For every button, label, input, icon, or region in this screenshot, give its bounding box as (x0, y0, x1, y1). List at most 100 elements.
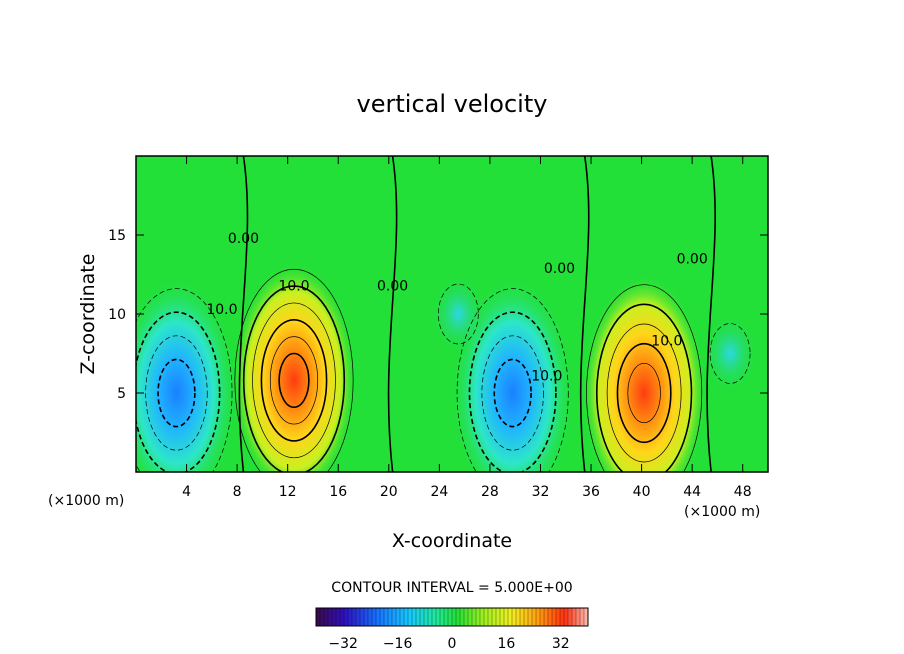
colorbar-tick-label: 32 (552, 636, 570, 652)
colorbar-cell (547, 607, 553, 627)
colorbar-cell (467, 607, 473, 627)
contour-label: 10.0 (278, 278, 309, 294)
contour-label: 0.00 (228, 231, 259, 247)
colorbar-cell (395, 607, 401, 627)
x-tick-label: 16 (329, 484, 347, 500)
colorbar-cell (355, 607, 361, 627)
colorbar-cell (515, 607, 521, 627)
colorbar-cell (519, 607, 525, 627)
colorbar-cell (539, 607, 545, 627)
colorbar-ticks: −32 −16 0 16 32 (328, 636, 569, 652)
colorbar-cell (335, 607, 341, 627)
colorbar-cell (435, 607, 441, 627)
contour-positive (606, 323, 682, 463)
colorbar-cell (499, 607, 505, 627)
colorbar-cell (479, 607, 485, 627)
colorbar-cell (363, 607, 369, 627)
x-tick-label: 48 (734, 484, 752, 500)
colorbar-tick-label: −32 (328, 636, 358, 652)
colorbar-cell (531, 607, 537, 627)
field-extremum (136, 275, 239, 472)
y-tick-label: 5 (117, 386, 126, 402)
x-tick-label: 24 (430, 484, 448, 500)
colorbar-cell (359, 607, 365, 627)
y-axis-label: Z-coordinate (77, 254, 99, 375)
colorbar-cell (371, 607, 377, 627)
colorbar-cell (459, 607, 465, 627)
y-tick-label: 15 (108, 228, 126, 244)
contour-negative (709, 323, 751, 384)
x-tick-label: 28 (481, 484, 499, 500)
contour-negative (481, 335, 544, 451)
colorbar-cell (487, 607, 493, 627)
contour-positive (627, 362, 661, 424)
field-extremum (702, 313, 759, 394)
colorbar-cell (407, 607, 413, 627)
colorbar-cell (507, 607, 513, 627)
contour-positive (278, 352, 310, 409)
x-tick-label: 40 (633, 484, 651, 500)
colorbar (315, 607, 589, 627)
colorbar-cell (423, 607, 429, 627)
contour-zero (387, 156, 398, 472)
colorbar-cell (351, 607, 357, 627)
colorbar-cell (367, 607, 373, 627)
contour-positive (616, 342, 672, 444)
colorbar-cell (419, 607, 425, 627)
chart-title: vertical velocity (357, 90, 548, 118)
contour-label: 10.0 (206, 302, 237, 318)
colorbar-cell (431, 607, 437, 627)
colorbar-cell (511, 607, 517, 627)
field-anomalies (136, 262, 759, 472)
field-extremum (430, 274, 487, 354)
x-tick-label: 32 (532, 484, 550, 500)
x-tick-label: 12 (279, 484, 297, 500)
colorbar-cell (527, 607, 533, 627)
x-axis: 4 8 12 16 20 24 28 32 36 40 44 48 (182, 156, 752, 500)
contour-label: 10.0 (531, 368, 562, 384)
colorbar-cell (411, 607, 417, 627)
colorbar-cell (323, 607, 329, 627)
colorbar-cell (567, 607, 573, 627)
colorbar-cell (455, 607, 461, 627)
colorbar-cell (319, 607, 325, 627)
contour-labels: 10.0 10.0 0.00 0.00 0.00 10.0 10.0 0.00 (206, 231, 707, 384)
x-tick-label: 44 (683, 484, 701, 500)
contour-negative (145, 335, 208, 451)
contour-negative (136, 311, 221, 472)
y-axis: 5 10 15 (108, 228, 768, 402)
x-axis-label: X-coordinate (392, 530, 512, 552)
colorbar-cell (447, 607, 453, 627)
field-extremum (232, 262, 356, 472)
colorbar-cell (383, 607, 389, 627)
colorbar-cell (555, 607, 561, 627)
colorbar-cell (503, 607, 509, 627)
contour-positive (269, 336, 319, 425)
colorbar-cell (563, 607, 569, 627)
colorbar-cell (375, 607, 381, 627)
contour-positive (260, 318, 328, 442)
field-extremum (582, 275, 707, 472)
plot-area (136, 156, 768, 472)
contour-label: 10.0 (651, 334, 682, 350)
contour-interval-text: CONTOUR INTERVAL = 5.000E+00 (331, 580, 572, 596)
colorbar-cell (535, 607, 541, 627)
contour-negative (136, 288, 233, 472)
colorbar-cell (451, 607, 457, 627)
x-tick-label: 20 (380, 484, 398, 500)
contour-negative (157, 358, 196, 428)
x-tick-label: 4 (182, 484, 191, 500)
colorbar-cell (379, 607, 385, 627)
contour-positive (596, 303, 693, 472)
colorbar-cell (327, 607, 333, 627)
colorbar-cell (471, 607, 477, 627)
colorbar-cell (391, 607, 397, 627)
contour-label: 0.00 (677, 251, 708, 267)
contour-positive (252, 302, 336, 459)
colorbar-cell (439, 607, 445, 627)
colorbar-cell (571, 607, 577, 627)
contour-label: 0.00 (377, 278, 408, 294)
colorbar-tick-label: 0 (448, 636, 457, 652)
colorbar-cell (415, 607, 421, 627)
